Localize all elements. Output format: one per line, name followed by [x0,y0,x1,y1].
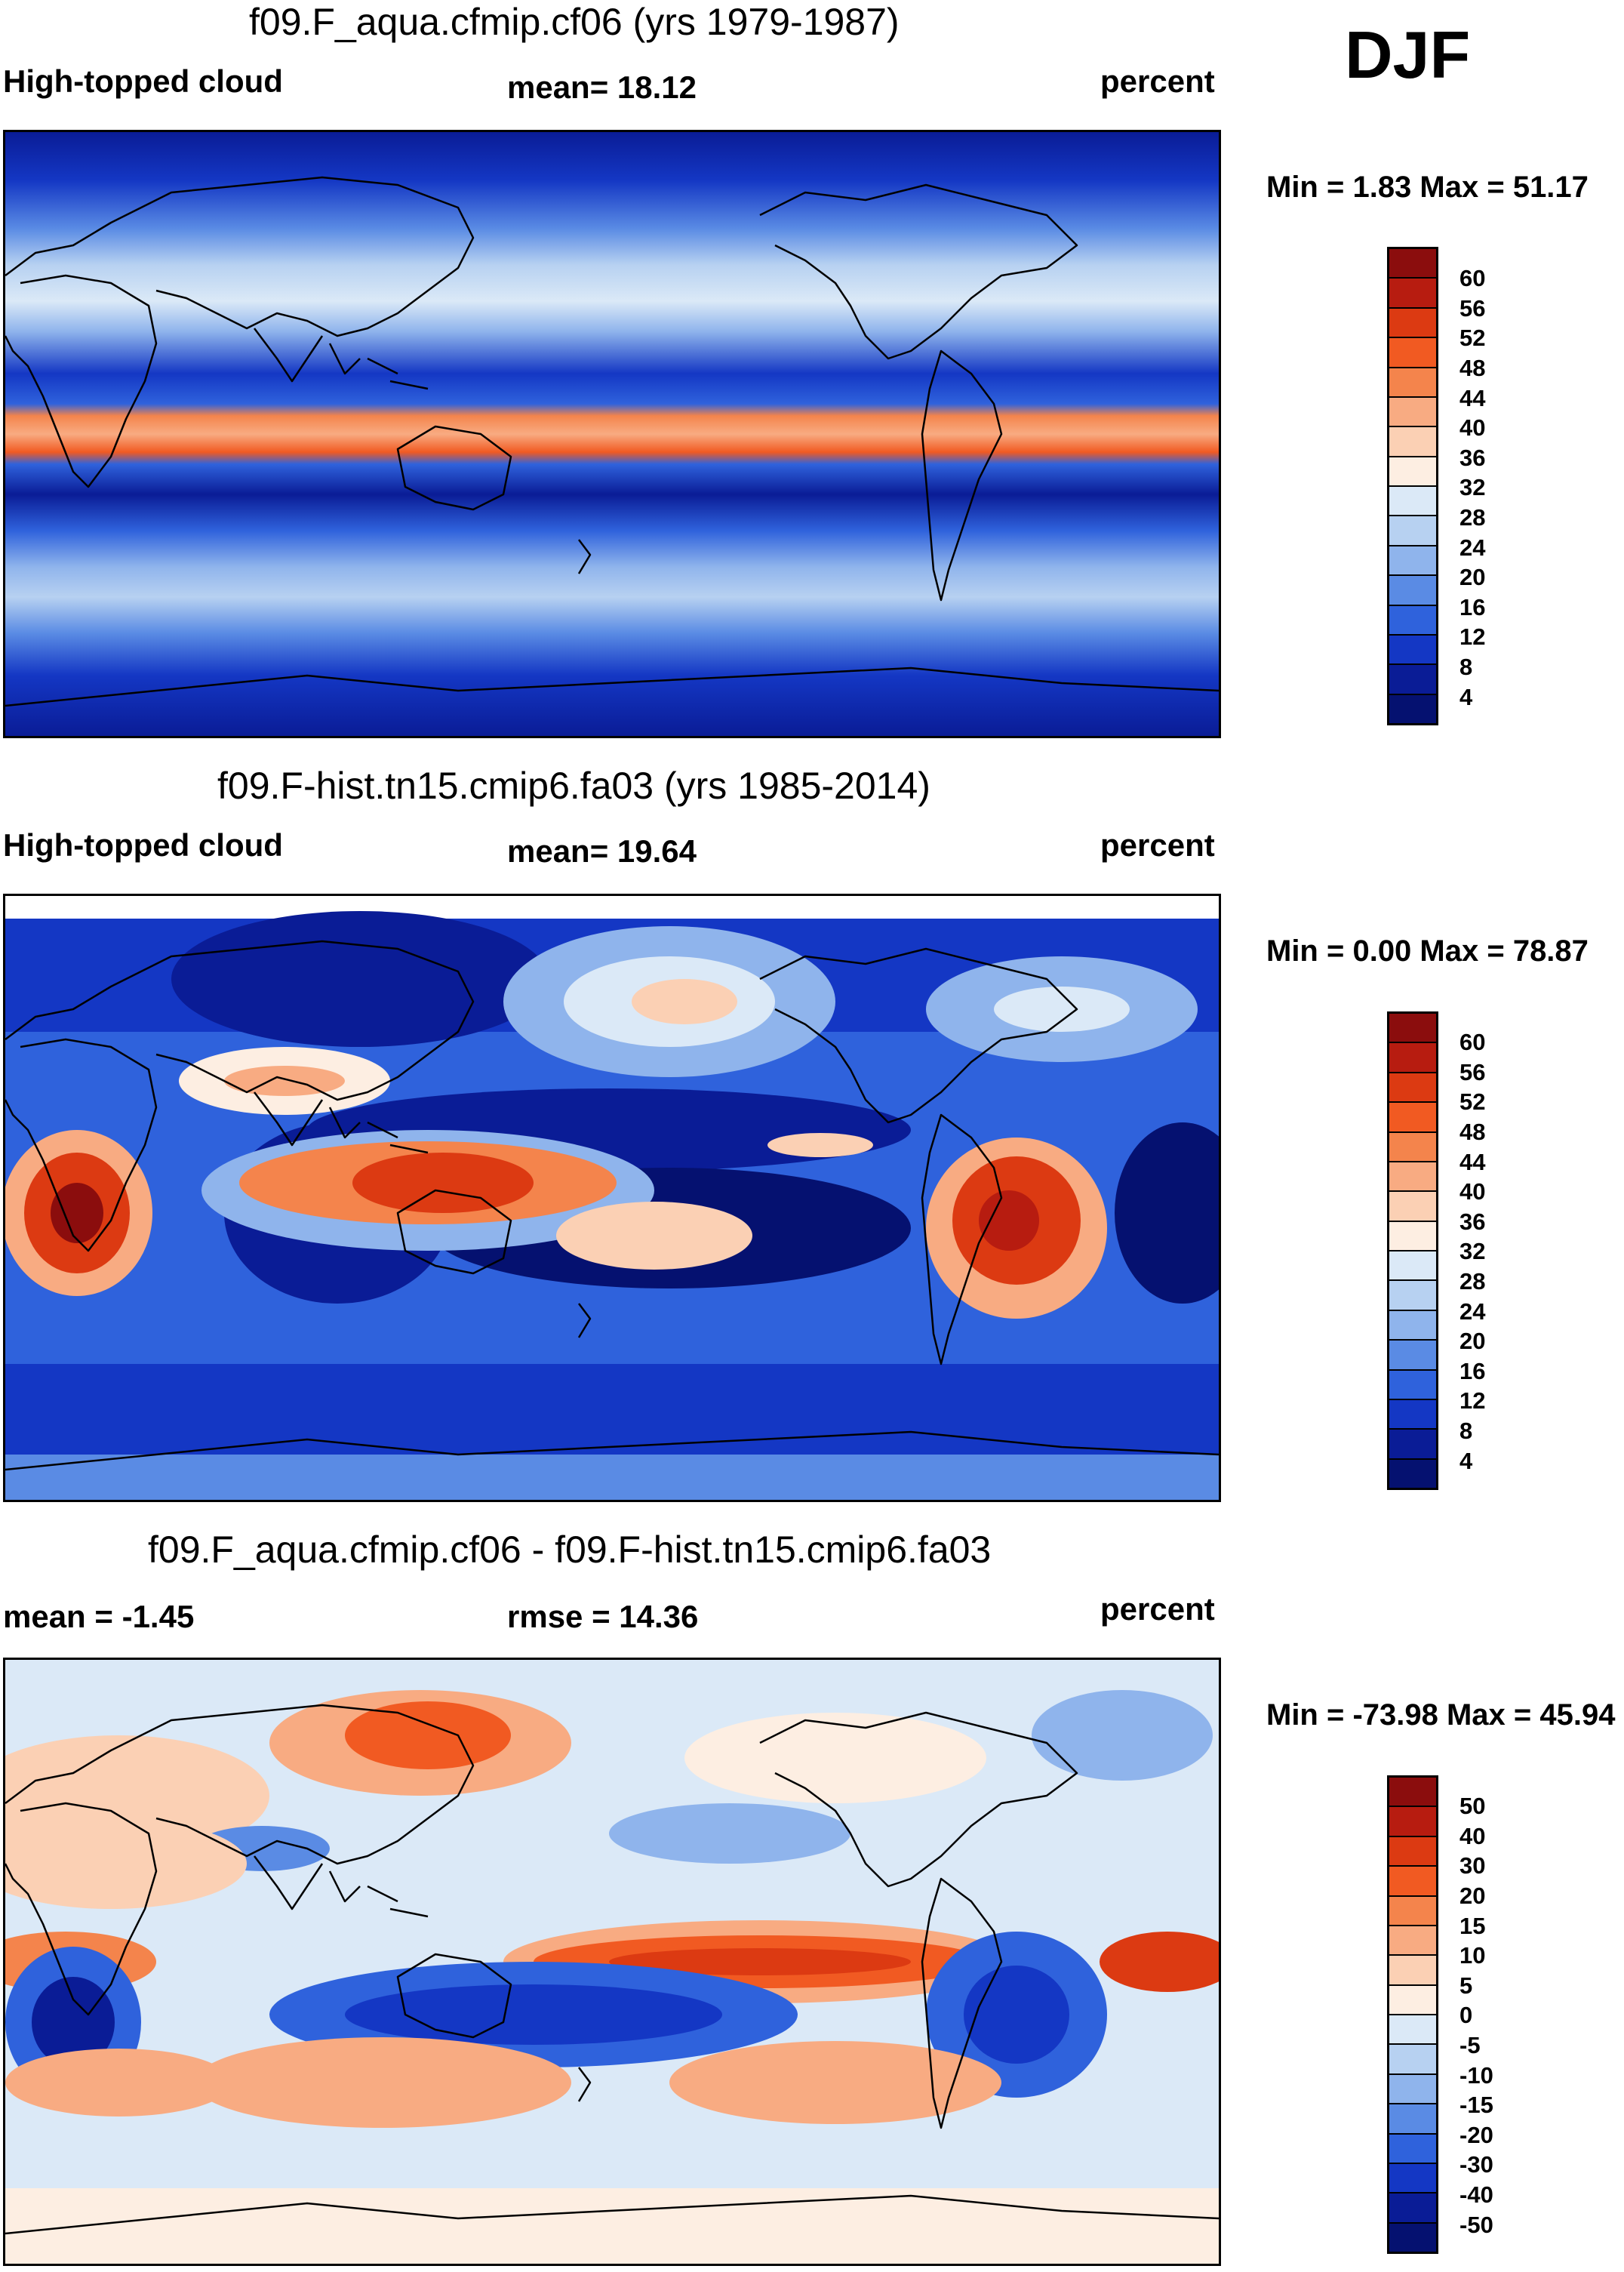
colorbar-tick: -10 [1459,2062,1493,2089]
colorbar-tick: 60 [1459,265,1486,291]
colorbar-tick: 4 [1459,1448,1473,1474]
colorbar-tick: 5 [1459,1972,1473,1999]
colorbar-tick: 48 [1459,1119,1486,1145]
colorbar-tick: 16 [1459,1358,1486,1384]
panel-1-left-label: High-topped cloud [3,63,283,99]
colorbar-tick: -5 [1459,2032,1481,2058]
panel-2-map [3,894,1221,1502]
panel-1-colorbar [1387,247,1438,725]
panel-3-title: f09.F_aqua.cfmip.cf06 - f09.F-hist.tn15.… [148,1529,992,1571]
panel-1-map [3,130,1221,738]
panel-1-mean-label: mean= 18.12 [507,69,697,105]
colorbar-tick: 52 [1459,1088,1486,1115]
colorbar-tick: -40 [1459,2181,1493,2208]
panel-3-mean-label: mean = -1.45 [3,1599,195,1634]
colorbar-tick: 12 [1459,1387,1486,1414]
colorbar-tick: 50 [1459,1793,1486,1819]
colorbar-tick: 44 [1459,1149,1486,1175]
panel-3-units-label: percent [1100,1591,1215,1627]
panel-2-left-label: High-topped cloud [3,827,283,863]
colorbar-tick: 40 [1459,1823,1486,1849]
colorbar-tick: 40 [1459,414,1486,441]
colorbar-tick: 56 [1459,295,1486,322]
colorbar-tick: 32 [1459,474,1486,500]
colorbar-tick: 60 [1459,1029,1486,1055]
panel-2-title: f09.F-hist.tn15.cmip6.fa03 (yrs 1985-201… [217,765,930,807]
panel-3-map [3,1658,1221,2266]
season-label: DJF [1345,17,1471,92]
colorbar-tick: 56 [1459,1059,1486,1085]
colorbar-tick: 44 [1459,385,1486,411]
colorbar-tick: 15 [1459,1913,1486,1939]
colorbar-tick: 28 [1459,504,1486,531]
colorbar-tick: 16 [1459,594,1486,620]
colorbar-tick: 32 [1459,1238,1486,1264]
colorbar-tick: 40 [1459,1178,1486,1205]
panel-3-minmax: Min = -73.98 Max = 45.94 [1266,1698,1616,1732]
colorbar-tick: 20 [1459,1328,1486,1354]
colorbar-tick: 20 [1459,564,1486,590]
panel-2-minmax: Min = 0.00 Max = 78.87 [1266,934,1589,968]
panel-1-units-label: percent [1100,63,1215,99]
colorbar-tick: 4 [1459,684,1473,710]
colorbar-tick: 10 [1459,1942,1486,1969]
colorbar-tick: -30 [1459,2151,1493,2178]
colorbar-tick: -15 [1459,2092,1493,2118]
colorbar-tick: 12 [1459,623,1486,650]
panel-2-colorbar [1387,1011,1438,1490]
panel-2-units-label: percent [1100,827,1215,863]
colorbar-tick: -50 [1459,2212,1493,2238]
colorbar-tick: 36 [1459,1208,1486,1235]
colorbar-tick: 8 [1459,654,1473,680]
panel-3-rmse-label: rmse = 14.36 [507,1599,699,1634]
colorbar-tick: 28 [1459,1268,1486,1295]
colorbar-tick: 30 [1459,1852,1486,1879]
panel-3-colorbar [1387,1775,1438,2254]
colorbar-tick: 36 [1459,445,1486,471]
colorbar-tick: 20 [1459,1883,1486,1909]
colorbar-tick: -20 [1459,2122,1493,2148]
colorbar-tick: 24 [1459,1298,1486,1325]
colorbar-tick: 24 [1459,534,1486,561]
colorbar-tick: 52 [1459,325,1486,351]
colorbar-tick: 8 [1459,1418,1473,1444]
colorbar-tick: 48 [1459,355,1486,381]
panel-1-minmax: Min = 1.83 Max = 51.17 [1266,171,1589,204]
panel-2-mean-label: mean= 19.64 [507,833,697,869]
colorbar-tick: 0 [1459,2002,1473,2028]
panel-1-title: f09.F_aqua.cfmip.cf06 (yrs 1979-1987) [249,1,900,43]
